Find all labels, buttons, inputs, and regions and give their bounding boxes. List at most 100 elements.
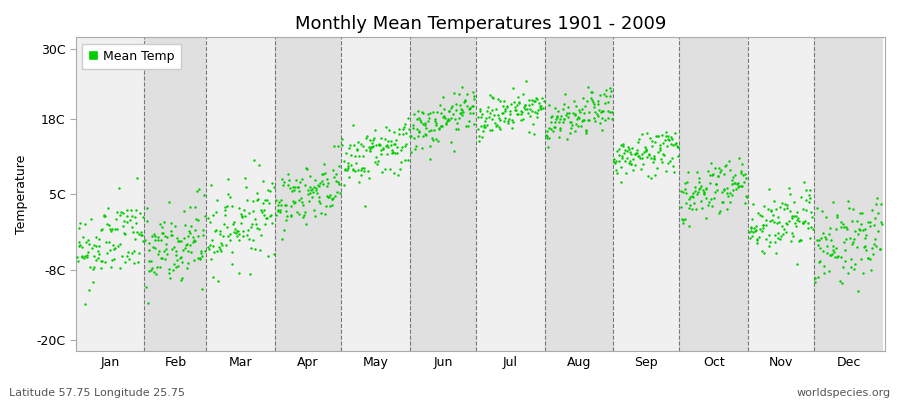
Point <box>124 250 139 256</box>
Point <box>553 116 567 122</box>
Point <box>307 184 321 190</box>
Point <box>508 106 522 113</box>
Point <box>320 183 334 190</box>
Point <box>148 237 162 243</box>
Point <box>644 155 658 161</box>
Point <box>742 235 757 241</box>
Point <box>403 132 418 139</box>
Point <box>151 237 166 243</box>
Point <box>246 208 260 214</box>
Point <box>504 101 518 107</box>
Point <box>209 226 223 233</box>
Point <box>830 254 844 260</box>
Point <box>731 180 745 187</box>
Point <box>500 103 514 110</box>
Point <box>779 221 794 227</box>
Point <box>141 258 156 264</box>
Point <box>645 142 660 149</box>
Point <box>842 269 856 276</box>
Point <box>512 100 526 106</box>
Point <box>643 134 657 141</box>
Point <box>348 153 363 159</box>
Point <box>802 199 816 206</box>
Point <box>366 137 381 144</box>
Point <box>670 143 684 149</box>
Point <box>140 218 154 224</box>
Point <box>761 186 776 192</box>
Point <box>224 249 238 255</box>
Point <box>115 253 130 260</box>
Point <box>510 94 525 100</box>
Point <box>638 147 652 153</box>
Point <box>91 248 105 255</box>
Point <box>223 194 238 200</box>
Point <box>692 175 706 182</box>
Point <box>365 140 380 146</box>
Bar <box>274 37 341 351</box>
Point <box>346 166 360 173</box>
Point <box>600 99 615 106</box>
Point <box>719 190 733 196</box>
Point <box>372 141 386 147</box>
Point <box>646 158 661 165</box>
Point <box>264 212 278 218</box>
Point <box>764 208 778 214</box>
Point <box>491 96 506 102</box>
Point <box>300 165 314 172</box>
Point <box>627 162 642 168</box>
Point <box>136 238 150 244</box>
Point <box>760 222 774 228</box>
Point <box>814 208 829 214</box>
Point <box>94 257 108 264</box>
Point <box>516 115 530 122</box>
Point <box>273 206 287 213</box>
Point <box>788 220 802 226</box>
Point <box>492 124 507 130</box>
Point <box>856 227 870 234</box>
Point <box>855 210 869 216</box>
Point <box>791 214 806 221</box>
Point <box>796 179 811 186</box>
Point <box>376 146 391 153</box>
Point <box>495 110 509 116</box>
Point <box>465 110 480 117</box>
Point <box>235 213 249 220</box>
Point <box>785 230 799 236</box>
Point <box>587 103 601 110</box>
Point <box>299 165 313 171</box>
Point <box>730 181 744 187</box>
Point <box>704 196 718 202</box>
Point <box>282 177 296 184</box>
Point <box>447 90 462 96</box>
Point <box>71 238 86 245</box>
Point <box>706 172 720 178</box>
Point <box>707 165 722 171</box>
Point <box>344 162 358 168</box>
Point <box>426 108 440 115</box>
Point <box>132 250 147 256</box>
Point <box>515 108 529 115</box>
Point <box>502 111 517 117</box>
Point <box>323 192 338 198</box>
Point <box>382 127 396 134</box>
Point <box>99 250 113 256</box>
Point <box>356 142 370 149</box>
Point <box>690 191 705 198</box>
Point <box>362 144 376 151</box>
Point <box>414 144 428 151</box>
Point <box>284 203 298 209</box>
Point <box>595 126 609 133</box>
Point <box>731 184 745 190</box>
Point <box>292 210 307 217</box>
Point <box>530 110 544 116</box>
Point <box>182 228 196 234</box>
Y-axis label: Temperature: Temperature <box>15 154 28 234</box>
Point <box>497 98 511 104</box>
Point <box>325 196 339 202</box>
Point <box>155 224 169 230</box>
Point <box>568 128 582 134</box>
Point <box>485 116 500 123</box>
Point <box>653 145 668 152</box>
Point <box>490 122 504 128</box>
Point <box>553 126 567 133</box>
